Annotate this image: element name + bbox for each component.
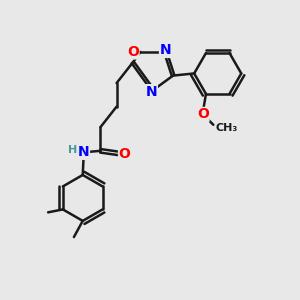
Text: N: N: [146, 85, 157, 99]
Text: O: O: [118, 147, 130, 161]
Text: O: O: [127, 45, 139, 59]
Text: N: N: [160, 44, 171, 57]
Text: CH₃: CH₃: [216, 123, 238, 133]
Text: H: H: [68, 145, 78, 155]
Text: N: N: [78, 145, 89, 159]
Text: O: O: [197, 107, 209, 122]
